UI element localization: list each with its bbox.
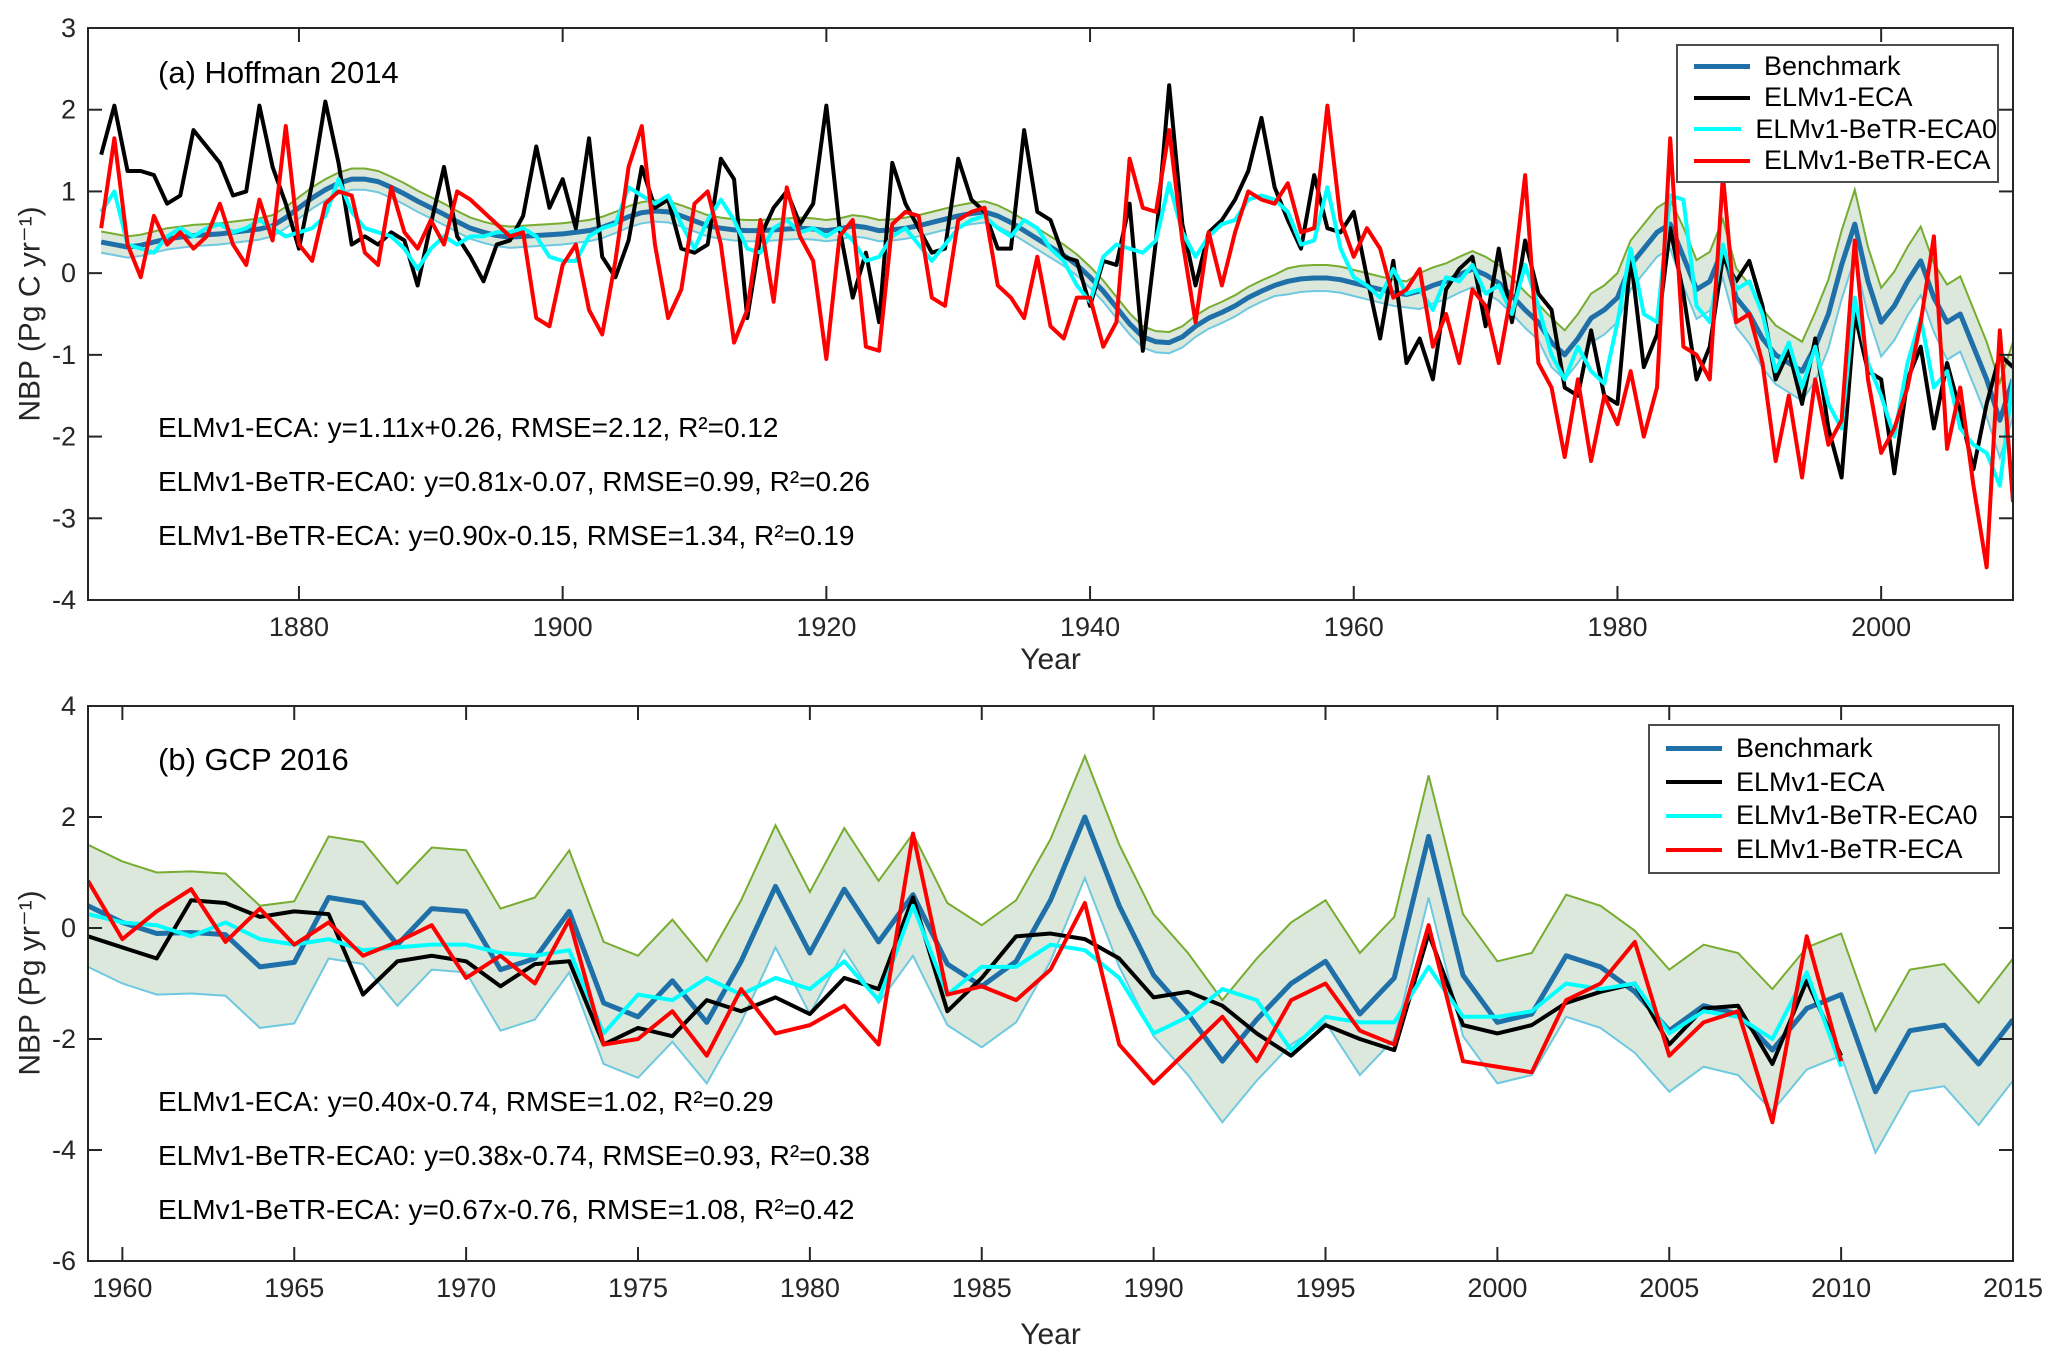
panel-a-stats-betr-eca0: ELMv1-BeTR-ECA0: y=0.81x-0.07, RMSE=0.99… [158, 466, 870, 497]
band-lower-edge [101, 188, 2013, 462]
panel-b-xlabel: Year [1020, 1318, 1081, 1351]
y-tick-label: 1 [61, 176, 76, 206]
y-tick-label: 0 [61, 258, 76, 288]
panel-b-legend: Benchmark ELMv1-ECA ELMv1-BeTR-ECA0 ELMv… [1648, 724, 2000, 874]
x-tick-label: 1995 [1295, 1273, 1355, 1303]
uncertainty-band [101, 168, 2013, 458]
y-tick-label: 2 [61, 802, 76, 832]
legend-item-elmv1-eca: ELMv1-ECA [1650, 767, 1998, 798]
series-line-elmv1-betr-eca0 [99, 177, 2013, 488]
axes-box [87, 27, 2014, 601]
x-tick-label: 1880 [269, 612, 329, 642]
legend-item-elmv1-betr-eca0: ELMv1-BeTR-ECA0 [1678, 114, 1997, 145]
legend-item-benchmark: Benchmark [1650, 733, 1998, 764]
elmv1-betr-eca-line-swatch-icon [1666, 847, 1722, 852]
elmv1-betr-eca0-line-swatch-icon [1694, 127, 1742, 132]
x-tick-label: 2005 [1639, 1273, 1699, 1303]
legend-label: Benchmark [1764, 50, 1901, 81]
legend-label: ELMv1-BeTR-ECA [1764, 145, 1991, 176]
x-tick-label: 2000 [1851, 612, 1911, 642]
legend-label: ELMv1-ECA [1736, 766, 1885, 797]
panel-a-stats-eca: ELMv1-ECA: y=1.11x+0.26, RMSE=2.12, R²=0… [158, 412, 779, 443]
panel-a-title: (a) Hoffman 2014 [158, 55, 399, 90]
x-tick-label: 1960 [1324, 612, 1384, 642]
axes-box [87, 705, 2014, 1262]
x-tick-label: 1975 [608, 1273, 668, 1303]
legend-label: ELMv1-BeTR-ECA0 [1755, 113, 1997, 144]
y-tick-label: -4 [52, 585, 76, 615]
y-tick-label: -2 [52, 422, 76, 452]
legend-label: ELMv1-BeTR-ECA0 [1736, 800, 1978, 831]
x-tick-label: 1990 [1124, 1273, 1184, 1303]
elmv1-eca-line-swatch-icon [1666, 780, 1722, 785]
x-tick-label: 1920 [796, 612, 856, 642]
band-upper-edge [88, 753, 2013, 1034]
panel-a-ylabel: NBP (Pg C yr⁻¹) [13, 206, 47, 422]
x-tick-label: 1985 [952, 1273, 1012, 1303]
panel-a-legend: Benchmark ELMv1-ECA ELMv1-BeTR-ECA0 ELMv… [1676, 44, 1999, 183]
legend-label: Benchmark [1736, 732, 1873, 763]
y-tick-label: 0 [61, 913, 76, 943]
series-line-elmv1-betr-eca [99, 103, 2013, 570]
y-tick-label: 3 [61, 13, 76, 43]
panel-b-stats-eca: ELMv1-ECA: y=0.40x-0.74, RMSE=1.02, R²=0… [158, 1086, 774, 1117]
uncertainty-band [88, 755, 2013, 1153]
y-tick-label: -1 [52, 340, 76, 370]
y-tick-label: 4 [61, 691, 76, 721]
x-tick-label: 1965 [264, 1273, 324, 1303]
legend-item-elmv1-eca: ELMv1-ECA [1678, 82, 1997, 113]
y-tick-label: -2 [52, 1024, 76, 1054]
y-tick-label: -4 [52, 1135, 76, 1165]
x-tick-label: 1980 [780, 1273, 840, 1303]
panel-a-xlabel: Year [1020, 643, 1081, 676]
y-tick-label: 2 [61, 95, 76, 125]
legend-item-elmv1-betr-eca0: ELMv1-BeTR-ECA0 [1650, 800, 1998, 831]
benchmark-line-swatch-icon [1666, 745, 1722, 751]
x-tick-label: 1900 [533, 612, 593, 642]
series-line-elmv1-eca [88, 895, 1843, 1066]
legend-item-benchmark: Benchmark [1678, 51, 1997, 82]
x-tick-label: 1940 [1060, 612, 1120, 642]
panel-b-title: (b) GCP 2016 [158, 742, 349, 777]
series-line-benchmark [88, 814, 2013, 1095]
panel-a-stats-betr-eca: ELMv1-BeTR-ECA: y=0.90x-0.15, RMSE=1.34,… [158, 520, 855, 551]
x-tick-label: 1970 [436, 1273, 496, 1303]
band-lower-edge [88, 875, 2013, 1156]
y-tick-label: -3 [52, 503, 76, 533]
x-tick-label: 1980 [1587, 612, 1647, 642]
x-tick-label: 2000 [1467, 1273, 1527, 1303]
panel-b-ylabel: NBP (Pg yr⁻¹) [13, 890, 47, 1076]
series-line-elmv1-eca [99, 83, 2013, 480]
legend-label: ELMv1-ECA [1764, 82, 1913, 113]
y-tick-label: -6 [52, 1246, 76, 1276]
elmv1-betr-eca0-line-swatch-icon [1666, 813, 1722, 818]
elmv1-betr-eca-line-swatch-icon [1694, 158, 1750, 163]
x-tick-label: 2010 [1811, 1273, 1871, 1303]
x-tick-label: 2015 [1983, 1273, 2043, 1303]
legend-label: ELMv1-BeTR-ECA [1736, 834, 1963, 865]
legend-item-elmv1-betr-eca: ELMv1-BeTR-ECA [1650, 834, 1998, 865]
x-tick-label: 1960 [92, 1273, 152, 1303]
panel-b-stats-betr-eca0: ELMv1-BeTR-ECA0: y=0.38x-0.74, RMSE=0.93… [158, 1140, 870, 1171]
panel-b-stats-betr-eca: ELMv1-BeTR-ECA: y=0.67x-0.76, RMSE=1.08,… [158, 1194, 855, 1225]
legend-item-elmv1-betr-eca: ELMv1-BeTR-ECA [1678, 145, 1997, 176]
elmv1-eca-line-swatch-icon [1694, 95, 1750, 100]
series-line-elmv1-betr-eca [88, 831, 1844, 1125]
benchmark-line-swatch-icon [1694, 63, 1750, 69]
